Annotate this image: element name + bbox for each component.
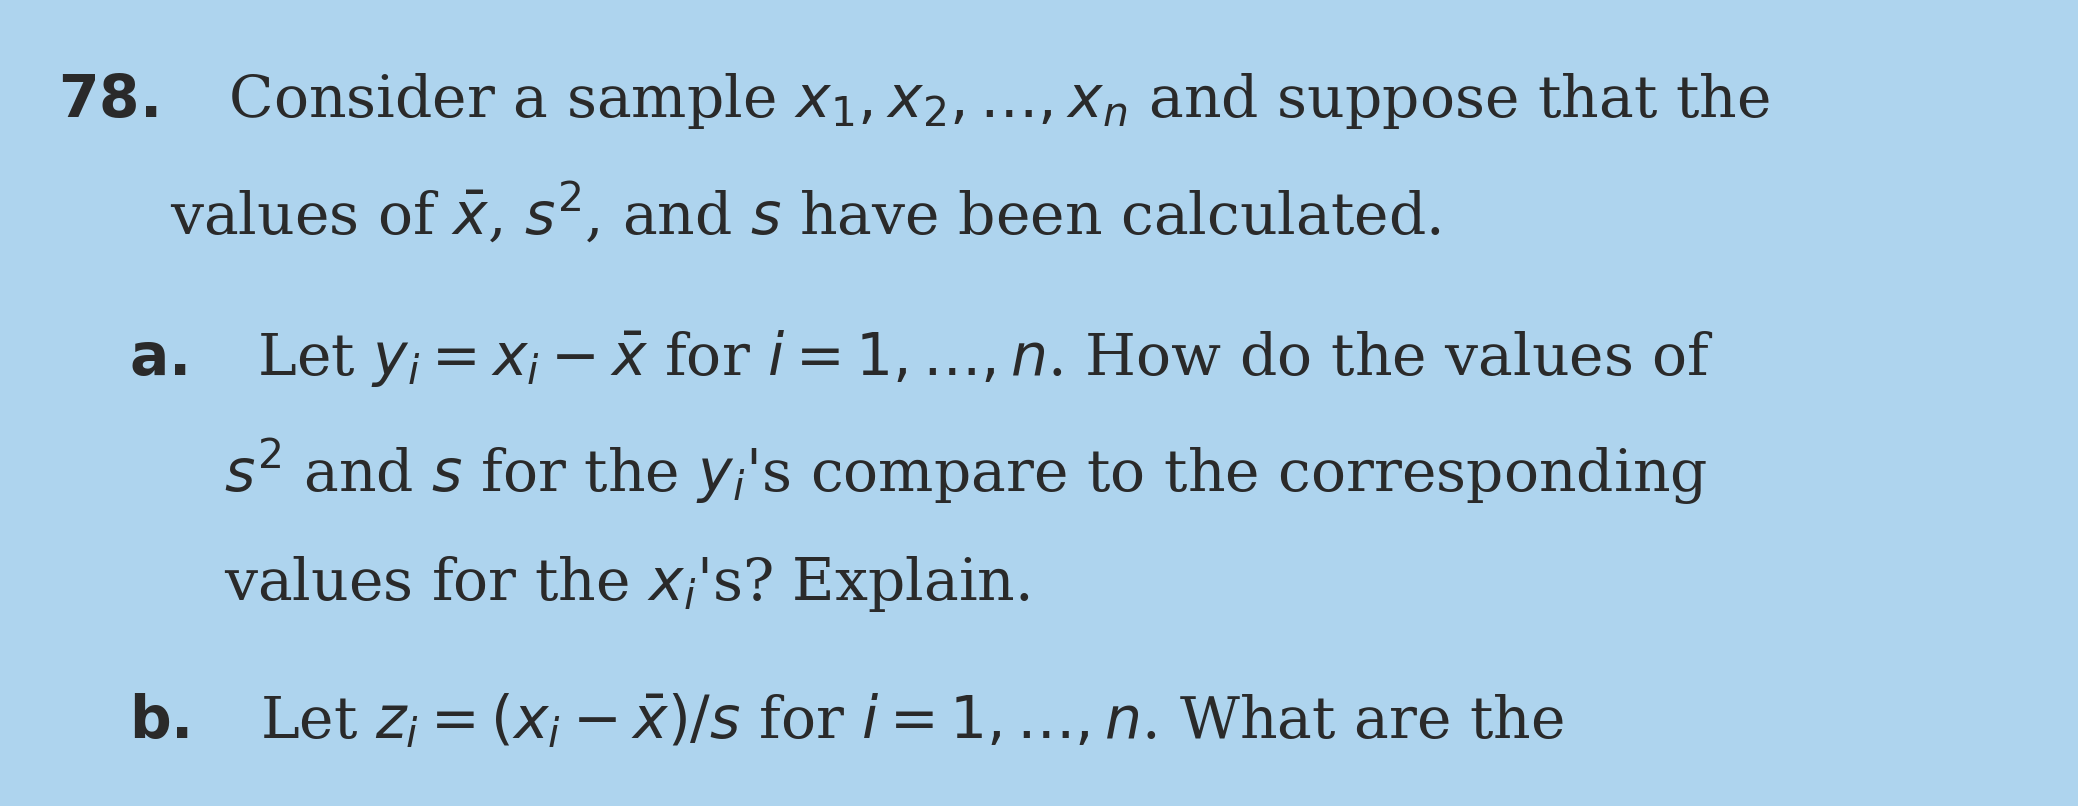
Text: $s^2$ and $s$ for the $y_i$'s compare to the corresponding: $s^2$ and $s$ for the $y_i$'s compare to… <box>224 436 1708 507</box>
Text: $\mathbf{78.}$   Consider a sample $x_1, x_2,\ldots, x_n$ and suppose that the: $\mathbf{78.}$ Consider a sample $x_1, x… <box>58 71 1770 131</box>
Text: $\mathbf{b.}$   Let $z_i = (x_i - \bar{x})/s$ for $i = 1,\ldots, n$. What are th: $\mathbf{b.}$ Let $z_i = (x_i - \bar{x})… <box>129 692 1563 750</box>
Text: values of $\bar{x}$, $s^2$, and $s$ have been calculated.: values of $\bar{x}$, $s^2$, and $s$ have… <box>170 181 1442 246</box>
Text: values for the $x_i$'s? Explain.: values for the $x_i$'s? Explain. <box>224 555 1031 614</box>
Text: $\mathbf{a.}$   Let $y_i = x_i - \bar{x}$ for $i = 1,\ldots, n$. How do the valu: $\mathbf{a.}$ Let $y_i = x_i - \bar{x}$ … <box>129 328 1714 389</box>
